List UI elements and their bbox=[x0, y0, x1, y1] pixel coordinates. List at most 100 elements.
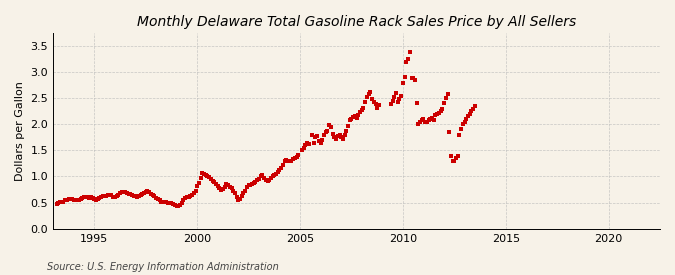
Point bbox=[319, 133, 329, 138]
Point bbox=[252, 178, 263, 182]
Point bbox=[183, 195, 194, 199]
Point bbox=[334, 133, 345, 137]
Point bbox=[92, 197, 103, 201]
Point bbox=[182, 195, 192, 200]
Point bbox=[439, 101, 450, 106]
Point bbox=[232, 195, 242, 200]
Point bbox=[55, 200, 65, 204]
Point bbox=[77, 196, 88, 200]
Point bbox=[242, 185, 252, 190]
Point bbox=[200, 173, 211, 178]
Point bbox=[418, 117, 429, 121]
Point bbox=[259, 176, 269, 180]
Point bbox=[296, 148, 307, 153]
Point bbox=[166, 201, 177, 205]
Point bbox=[238, 191, 249, 195]
Point bbox=[353, 113, 364, 117]
Point bbox=[442, 92, 453, 96]
Point bbox=[105, 192, 115, 197]
Point bbox=[312, 134, 323, 138]
Point bbox=[335, 135, 346, 139]
Point bbox=[277, 163, 288, 168]
Point bbox=[406, 76, 417, 81]
Point bbox=[65, 197, 76, 201]
Point bbox=[327, 131, 338, 136]
Point bbox=[341, 128, 352, 133]
Point bbox=[448, 159, 458, 163]
Point bbox=[265, 176, 276, 180]
Point bbox=[224, 185, 235, 189]
Point bbox=[169, 203, 180, 207]
Point bbox=[58, 199, 69, 204]
Point bbox=[389, 95, 400, 99]
Point bbox=[293, 152, 304, 157]
Point bbox=[456, 127, 466, 132]
Point bbox=[204, 175, 215, 180]
Point bbox=[362, 95, 373, 99]
Point bbox=[290, 155, 300, 160]
Point bbox=[195, 176, 206, 180]
Point bbox=[96, 195, 107, 199]
Point bbox=[78, 195, 89, 200]
Point bbox=[134, 194, 144, 199]
Point bbox=[402, 57, 413, 61]
Point bbox=[75, 197, 86, 202]
Point bbox=[209, 180, 219, 184]
Point bbox=[146, 191, 157, 196]
Point bbox=[356, 108, 367, 112]
Point bbox=[86, 195, 97, 200]
Point bbox=[317, 138, 327, 142]
Point bbox=[254, 177, 265, 181]
Point bbox=[59, 198, 70, 203]
Point bbox=[459, 119, 470, 124]
Point bbox=[401, 59, 412, 64]
Point bbox=[122, 191, 132, 195]
Point bbox=[392, 100, 403, 104]
Point bbox=[125, 192, 136, 196]
Point bbox=[346, 117, 357, 121]
Point bbox=[271, 172, 281, 176]
Point bbox=[188, 191, 199, 195]
Point bbox=[274, 168, 285, 172]
Point bbox=[329, 134, 340, 139]
Point bbox=[446, 153, 456, 158]
Point bbox=[298, 145, 309, 150]
Point bbox=[119, 190, 130, 194]
Point bbox=[70, 198, 81, 202]
Point bbox=[468, 106, 479, 111]
Point bbox=[180, 196, 190, 200]
Point bbox=[283, 159, 294, 163]
Point bbox=[202, 174, 213, 179]
Point bbox=[207, 178, 218, 183]
Point bbox=[245, 183, 256, 188]
Point bbox=[331, 137, 342, 141]
Point bbox=[437, 106, 448, 111]
Point bbox=[61, 198, 72, 202]
Point bbox=[106, 193, 117, 197]
Point bbox=[308, 140, 319, 145]
Point bbox=[190, 188, 201, 193]
Point bbox=[358, 105, 369, 110]
Point bbox=[217, 187, 228, 191]
Point bbox=[132, 195, 142, 199]
Point bbox=[288, 157, 298, 161]
Y-axis label: Dollars per Gallon: Dollars per Gallon bbox=[15, 81, 25, 181]
Point bbox=[233, 198, 244, 202]
Point bbox=[429, 118, 439, 122]
Point bbox=[234, 197, 245, 201]
Point bbox=[443, 130, 454, 134]
Point bbox=[370, 102, 381, 107]
Point bbox=[350, 114, 360, 118]
Point bbox=[99, 194, 110, 198]
Point bbox=[142, 189, 153, 193]
Point bbox=[315, 140, 326, 145]
Point bbox=[137, 192, 148, 196]
Point bbox=[223, 183, 234, 188]
Point bbox=[279, 159, 290, 164]
Point bbox=[216, 188, 227, 192]
Point bbox=[84, 196, 95, 200]
Point bbox=[163, 200, 173, 205]
Point bbox=[130, 194, 141, 199]
Point bbox=[153, 197, 163, 202]
Point bbox=[369, 100, 379, 104]
